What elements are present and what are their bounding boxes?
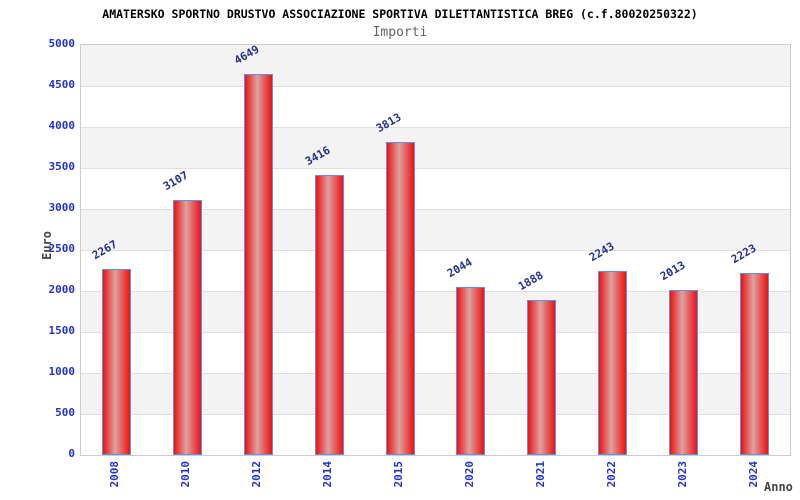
y-tick-label: 1500	[48, 324, 76, 337]
y-tick-label: 4500	[48, 78, 76, 91]
bar-2014	[314, 174, 344, 455]
bar-2021	[527, 300, 557, 455]
y-tick-label: 1000	[48, 365, 76, 378]
y-tick-label: 500	[55, 406, 75, 419]
y-tick-label: 3000	[48, 201, 76, 214]
bar-value-label: 2223	[728, 241, 758, 266]
bar-2024	[740, 272, 770, 455]
y-tick-label: 0	[68, 447, 75, 460]
x-tick-label: 2014	[321, 461, 335, 488]
chart-subtitle: Importi	[372, 25, 428, 40]
bar-2023	[669, 289, 699, 455]
bar-2012	[243, 73, 273, 455]
y-tick-label: 2000	[48, 283, 76, 296]
x-axis-label: Anno	[764, 480, 793, 494]
bar-value-label: 2243	[586, 239, 617, 265]
x-tick-label: 2024	[746, 461, 760, 488]
bar-2008	[101, 269, 131, 455]
bar-value-label: 2267	[90, 237, 120, 263]
x-tick-label: 2022	[604, 461, 618, 488]
x-tick-label: 2012	[250, 461, 264, 488]
bar-value-label: 3107	[161, 168, 191, 194]
plot-area: 2267 3107 4649 3416 3813 2044 1888 2243 2013 2223	[80, 42, 791, 456]
y-axis-label: Euro	[40, 231, 54, 260]
gridline	[81, 86, 790, 87]
y-tick-label: 4000	[48, 119, 76, 132]
bar-value-label: 2044	[444, 256, 475, 281]
bar-value-label: 3813	[374, 110, 404, 136]
x-tick-label: 2015	[392, 461, 406, 488]
gridline	[81, 127, 790, 128]
gridline	[81, 414, 790, 415]
bar-value-label: 2013	[657, 258, 688, 284]
y-tick-label: 5000	[48, 37, 76, 50]
bar-2015	[385, 142, 415, 455]
x-tick-label: 2021	[533, 461, 547, 488]
y-tick-label: 3500	[48, 160, 76, 173]
x-tick-label: 2023	[675, 461, 689, 488]
gridline	[81, 209, 790, 210]
x-tick-label: 2010	[179, 461, 193, 488]
gridline	[81, 373, 790, 374]
bar-value-label: 3416	[303, 143, 333, 169]
y-tick-label: 2500	[48, 242, 76, 255]
chart-title: AMATERSKO SPORTNO DRUSTVO ASSOCIAZIONE S…	[102, 7, 698, 21]
gridline	[81, 168, 790, 169]
gridline	[81, 332, 790, 333]
x-tick-label: 2020	[462, 461, 476, 488]
gridline	[81, 250, 790, 251]
bar-2022	[598, 271, 628, 455]
bar-value-label: 4649	[232, 42, 262, 67]
x-tick-label: 2008	[108, 461, 122, 488]
gridline	[81, 291, 790, 292]
bar-2020	[456, 287, 486, 455]
bar-2010	[172, 200, 202, 455]
